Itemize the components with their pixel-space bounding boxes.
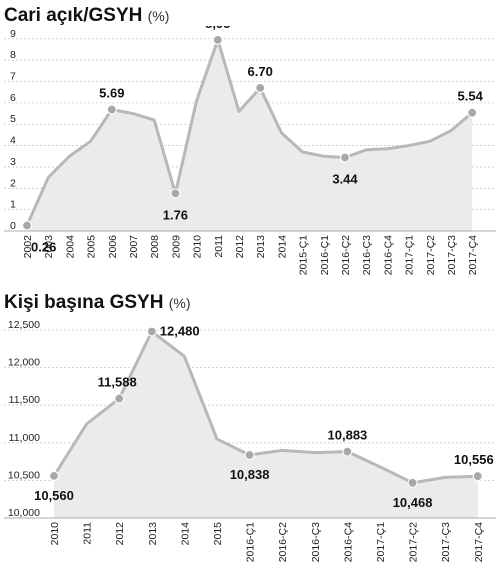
chart1-y-tick-label: 11,000 bbox=[9, 432, 40, 444]
chart1-x-tick-label: 2011 bbox=[82, 522, 94, 545]
chart0-x-tick-label: 2016-Ç2 bbox=[340, 235, 352, 275]
chart1-x-tick-label: 2010 bbox=[49, 522, 61, 546]
chart1-point-marker bbox=[472, 471, 483, 482]
chart1-x-tick-label: 2016-Ç4 bbox=[342, 522, 354, 562]
chart1-y-tick-label: 10,500 bbox=[8, 469, 40, 481]
chart1-point-marker bbox=[407, 477, 418, 488]
chart1-x-tick-label: 2017-Ç3 bbox=[440, 522, 452, 562]
chart1-title-unit: (%) bbox=[147, 8, 170, 24]
chart1-title-text: Cari açık/GSYH bbox=[4, 5, 143, 26]
chart0-area bbox=[27, 39, 473, 232]
chart0-series-line bbox=[25, 38, 474, 227]
chart1-data-label: 10,883 bbox=[328, 428, 368, 443]
chart0-x-tick-label: 2016-Ç1 bbox=[319, 235, 331, 275]
chart0-y-tick-label: 0 bbox=[10, 220, 16, 232]
chart0-x-tick-label: 2014 bbox=[276, 235, 288, 259]
chart1-point-marker bbox=[244, 449, 255, 461]
chart0-data-label: 0.26 bbox=[31, 239, 56, 254]
chart1-point-marker bbox=[342, 446, 353, 457]
chart0-x-tick-label: 2017-Ç4 bbox=[467, 235, 479, 275]
chart0-data-label: 5.54 bbox=[458, 89, 484, 104]
chart0-point-marker bbox=[339, 152, 351, 163]
chart0-x-tick-label: 2006 bbox=[107, 235, 119, 259]
chart0-y-tick-label: 1 bbox=[10, 199, 16, 211]
chart0-point-marker bbox=[21, 220, 33, 231]
chart0-point-marker bbox=[255, 82, 266, 94]
chart1-y-tick-label: 12,500 bbox=[8, 319, 40, 331]
chart1-y-tick-label: 11,500 bbox=[9, 394, 40, 406]
chart1-x-tick-label: 2016-Ç2 bbox=[277, 522, 289, 562]
chart1-x-tick-label: 2013 bbox=[147, 522, 159, 546]
chart0-x-tick-label: 2009 bbox=[170, 235, 182, 259]
chart0-x-tick-label: 2007 bbox=[128, 235, 140, 259]
chart1-data-label: 10,560 bbox=[34, 488, 74, 503]
chart2-title: Kişi başına GSYH (%) bbox=[4, 292, 191, 314]
chart0-x-tick-label: 2017-Ç2 bbox=[425, 235, 437, 275]
chart2-title-text: Kişi başına GSYH bbox=[4, 292, 164, 313]
chart0-y-tick-label: 9 bbox=[10, 28, 16, 40]
chart0-x-tick-label: 2010 bbox=[192, 235, 204, 259]
chart0-x-tick-label: 2013 bbox=[255, 235, 267, 259]
chart1-current-account: 0 1 2 3 4 5 6 7 8 9 2002 2003 2004 2005 2006 2007 2008 20… bbox=[4, 26, 496, 275]
chart0-x-tick-label: 2017-Ç3 bbox=[446, 235, 458, 275]
chart0-x-tick-label: 2016-Ç3 bbox=[361, 235, 373, 275]
chart0-x-tick-label: 2012 bbox=[234, 235, 246, 259]
chart1-title: Cari açık/GSYH (%) bbox=[4, 5, 169, 27]
chart0-point-marker bbox=[170, 188, 181, 199]
chart0-x-tick-label: 2011 bbox=[213, 235, 225, 258]
chart0-y-tick-label: 4 bbox=[10, 135, 16, 147]
chart0-x-tick-label: 2008 bbox=[149, 235, 161, 259]
chart1-x-tick-label: 2012 bbox=[114, 522, 126, 546]
chart1-y-tick-label: 12,000 bbox=[8, 357, 40, 369]
chart2-title-unit: (%) bbox=[168, 295, 191, 311]
chart1-x-tick-label: 2015 bbox=[212, 522, 224, 546]
chart0-x-tick-label: 2002 bbox=[22, 235, 34, 259]
chart1-point-marker bbox=[146, 326, 157, 337]
chart1-x-tick-label: 2017-Ç1 bbox=[375, 522, 387, 562]
chart1-x-tick-label: 2014 bbox=[179, 522, 191, 546]
chart0-y-tick-label: 7 bbox=[10, 71, 16, 83]
chart1-point-marker bbox=[114, 393, 125, 404]
chart0-y-tick-label: 3 bbox=[10, 156, 16, 168]
chart0-y-tick-label: 6 bbox=[10, 92, 16, 104]
chart1-x-tick-label: 2016-Ç3 bbox=[310, 522, 322, 562]
chart1-data-label: 12,480 bbox=[160, 324, 200, 339]
chart1-area bbox=[54, 331, 478, 518]
chart0-x-tick-label: 2015-Ç1 bbox=[298, 235, 310, 275]
chart1-x-tick-label: 2017-Ç4 bbox=[473, 522, 485, 562]
chart1-data-label: 11,588 bbox=[98, 375, 137, 390]
chart2-gdp-per-capita: 10,000 10,500 11,000 11,500 12,000 12,500 2010… bbox=[4, 319, 496, 562]
chart0-x-tick-label: 2017-Ç1 bbox=[404, 235, 416, 275]
chart0-x-tick-label: 2016-Ç4 bbox=[382, 235, 394, 275]
chart1-series-line bbox=[52, 330, 478, 485]
chart1-x-tick-label: 2016-Ç1 bbox=[245, 522, 257, 562]
chart0-x-tick-label: 2003 bbox=[43, 235, 55, 259]
chart1-data-label: 10,468 bbox=[393, 495, 433, 510]
chart0-data-label: 3.44 bbox=[332, 172, 358, 187]
chart0-y-tick-label: 2 bbox=[10, 177, 16, 189]
chart0-data-label: 8,95 bbox=[205, 26, 230, 31]
chart0-y-tick-label: 5 bbox=[10, 113, 16, 125]
chart1-data-label: 10,556 bbox=[454, 452, 494, 467]
chart1-data-label: 10,838 bbox=[230, 467, 270, 482]
chart0-data-label: 1.76 bbox=[163, 207, 188, 222]
chart1-x-tick-label: 2017-Ç2 bbox=[408, 522, 420, 562]
chart0-point-marker bbox=[467, 107, 478, 118]
chart0-x-tick-label: 2005 bbox=[86, 235, 98, 259]
chart0-data-label: 6.70 bbox=[248, 64, 273, 79]
chart1-y-tick-label: 10,000 bbox=[8, 507, 40, 519]
chart0-x-tick-label: 2004 bbox=[64, 235, 76, 259]
chart0-y-tick-label: 8 bbox=[10, 49, 16, 61]
chart0-point-marker bbox=[106, 104, 117, 115]
chart1-point-marker bbox=[48, 470, 60, 481]
chart0-data-label: 5.69 bbox=[99, 85, 124, 100]
chart0-point-marker bbox=[212, 34, 223, 45]
